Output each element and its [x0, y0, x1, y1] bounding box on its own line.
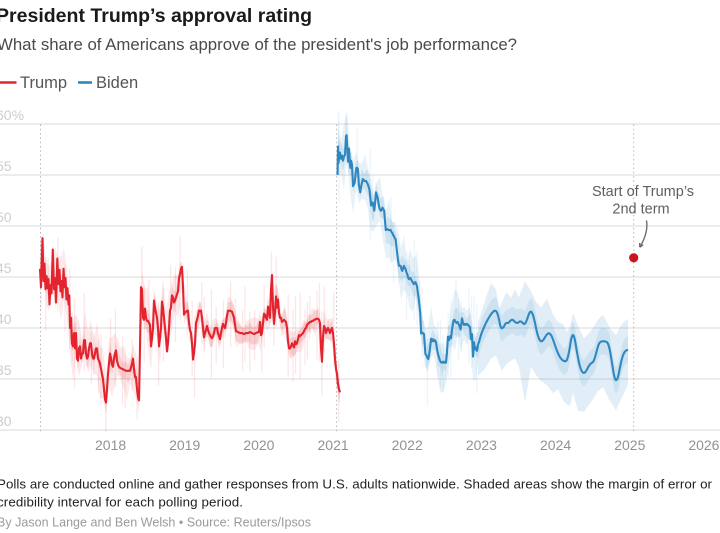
svg-text:50: 50 — [0, 209, 12, 225]
svg-text:2026: 2026 — [688, 437, 719, 453]
svg-text:30: 30 — [0, 413, 12, 429]
svg-text:55: 55 — [0, 158, 12, 174]
svg-text:40: 40 — [0, 311, 12, 327]
svg-text:2021: 2021 — [318, 437, 349, 453]
svg-text:What share of Americans approv: What share of Americans approve of the p… — [0, 35, 517, 54]
svg-text:2018: 2018 — [95, 437, 126, 453]
svg-text:60%: 60% — [0, 107, 24, 123]
svg-text:Biden: Biden — [96, 74, 138, 92]
svg-text:2020: 2020 — [243, 437, 274, 453]
svg-text:Polls are conducted online and: Polls are conducted online and gather re… — [0, 477, 713, 492]
svg-text:Start of Trump’s: Start of Trump’s — [592, 184, 694, 200]
svg-text:2022: 2022 — [392, 437, 423, 453]
svg-text:35: 35 — [0, 362, 12, 378]
svg-text:2025: 2025 — [614, 437, 645, 453]
svg-text:2024: 2024 — [540, 437, 571, 453]
svg-text:45: 45 — [0, 260, 12, 276]
svg-text:2019: 2019 — [169, 437, 200, 453]
svg-text:By Jason Lange and Ben Welsh •: By Jason Lange and Ben Welsh • Source: R… — [0, 516, 311, 530]
svg-text:Trump: Trump — [20, 74, 67, 92]
svg-text:President Trump’s approval rat: President Trump’s approval rating — [0, 5, 312, 27]
svg-text:credibility interval for each: credibility interval for each polling pe… — [0, 495, 243, 510]
svg-text:2nd term: 2nd term — [612, 202, 669, 218]
svg-text:2023: 2023 — [466, 437, 497, 453]
